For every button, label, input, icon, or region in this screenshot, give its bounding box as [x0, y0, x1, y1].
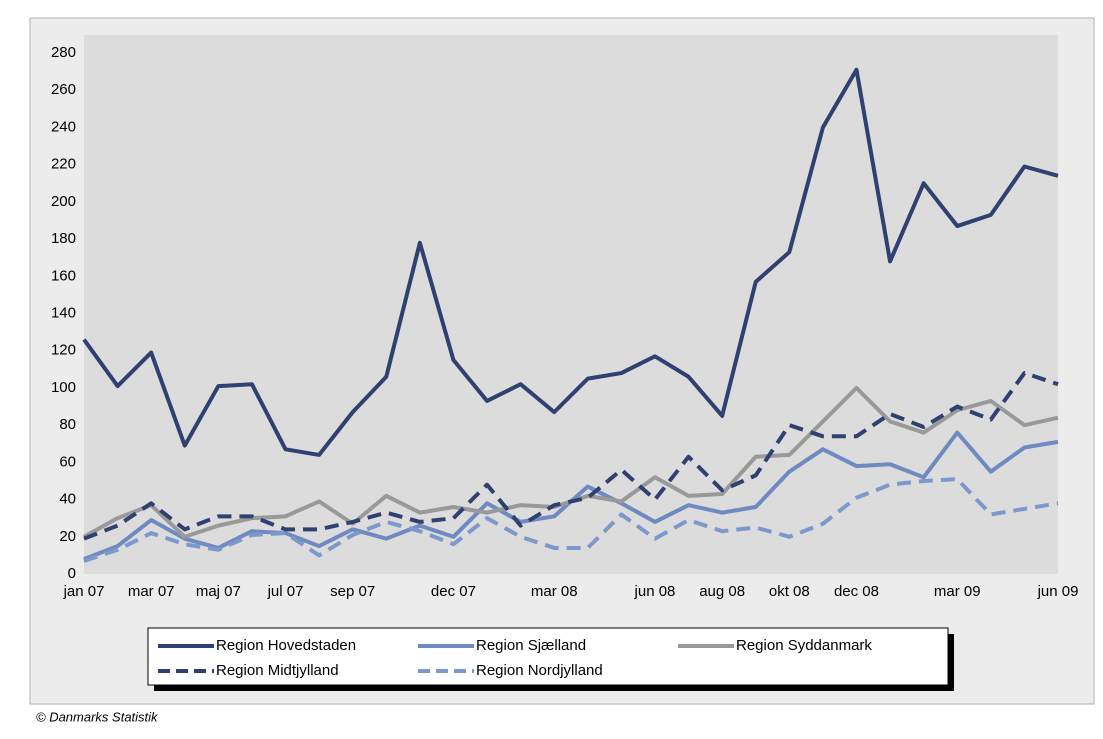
- x-tick-label: jan 07: [63, 583, 105, 600]
- y-tick-label: 280: [51, 44, 76, 61]
- y-tick-label: 40: [59, 491, 76, 508]
- legend-label: Region Sjælland: [476, 637, 586, 654]
- legend-label: Region Syddanmark: [736, 637, 872, 654]
- y-tick-label: 220: [51, 156, 76, 173]
- series-line: [83, 477, 1059, 563]
- y-tick-label: 160: [51, 267, 76, 284]
- x-tick-label: jun 09: [1037, 583, 1079, 600]
- x-tick-label: mar 08: [531, 583, 578, 600]
- x-tick-label: mar 07: [128, 583, 175, 600]
- y-tick-label: 0: [68, 565, 76, 582]
- y-tick-label: 200: [51, 193, 76, 210]
- y-tick-label: 100: [51, 379, 76, 396]
- footer: © Danmarks Statistik: [36, 709, 159, 724]
- y-tick-label: 60: [59, 453, 76, 470]
- y-tick-label: 120: [51, 342, 76, 359]
- x-tick-label: aug 08: [699, 583, 745, 600]
- x-tick-label: maj 07: [196, 583, 241, 600]
- x-tick-label: sep 07: [330, 583, 375, 600]
- y-tick-label: 140: [51, 304, 76, 321]
- plot-area: [84, 35, 1058, 574]
- x-tick-label: dec 08: [834, 583, 879, 600]
- x-tick-label: okt 08: [769, 583, 810, 600]
- y-tick-label: 260: [51, 81, 76, 98]
- y-tick-label: 180: [51, 230, 76, 247]
- x-tick-label: mar 09: [934, 583, 981, 600]
- legend-label: Region Nordjylland: [476, 662, 603, 679]
- y-tick-label: 240: [51, 118, 76, 135]
- series-line: [82, 67, 1059, 457]
- legend-label: Region Hovedstaden: [216, 637, 356, 654]
- y-tick-label: 20: [59, 528, 76, 545]
- series-line: [83, 371, 1059, 541]
- legend-label: Region Midtjylland: [216, 662, 339, 679]
- legend-box: [147, 627, 949, 686]
- x-tick-label: dec 07: [431, 583, 476, 600]
- x-tick-label: jun 08: [634, 583, 676, 600]
- y-tick-label: 80: [59, 416, 76, 433]
- x-tick-label: jul 07: [267, 583, 304, 600]
